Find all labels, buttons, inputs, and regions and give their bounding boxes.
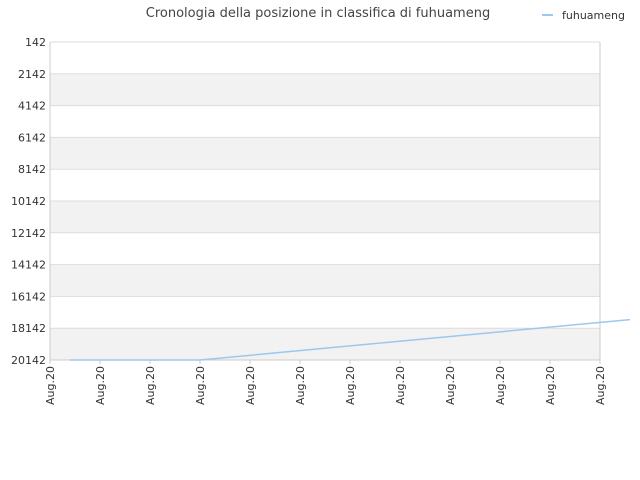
y-tick-label: 14142	[11, 259, 46, 272]
y-tick-label: 12142	[11, 227, 46, 240]
x-tick-label: Aug.20	[94, 366, 107, 405]
plot-band	[50, 137, 600, 170]
y-tick-label: 10142	[11, 195, 46, 208]
y-tick-label: 4142	[18, 100, 46, 113]
y-tick-label: 6142	[18, 131, 46, 144]
legend: fuhuameng	[542, 9, 625, 22]
y-tick-label: 2142	[18, 68, 46, 81]
series-lines	[70, 318, 631, 361]
x-tick-label: Aug.20	[594, 366, 607, 405]
x-tick-label: Aug.20	[344, 366, 357, 405]
x-tick-label: Aug.20	[194, 366, 207, 405]
x-tick-label: Aug.20	[544, 366, 557, 405]
x-tick-label: Aug.20	[244, 366, 257, 405]
y-tick-labels: 142 2142 4142 6142 8142 10142 12142 14142 16142 1…	[11, 36, 46, 367]
x-tick-labels: Aug.20 Aug.20 Aug.20 Aug.20 Aug.20 Aug.20 Aug.…	[44, 366, 607, 405]
plot-band	[50, 328, 600, 360]
x-tick-label: Aug.20	[44, 366, 57, 405]
y-tick-label: 8142	[18, 163, 46, 176]
x-tick-label: Aug.20	[294, 366, 307, 405]
plot-band	[50, 264, 600, 297]
x-tick-label: Aug.20	[494, 366, 507, 405]
legend-label: fuhuameng	[562, 9, 625, 22]
x-tick-label: Aug.20	[394, 366, 407, 405]
chart-title: Cronologia della posizione in classifica…	[146, 6, 490, 21]
plot-band	[50, 201, 600, 233]
plot-bands	[50, 73, 600, 360]
series-line-fuhuameng	[70, 318, 631, 361]
x-tick-label: Aug.20	[444, 366, 457, 405]
y-tick-label: 18142	[11, 322, 46, 335]
plot-band	[50, 73, 600, 106]
y-tick-label: 16142	[11, 290, 46, 303]
y-tick-label: 20142	[11, 354, 46, 367]
y-tick-label: 142	[25, 36, 46, 49]
x-tick-label: Aug.20	[144, 366, 157, 405]
